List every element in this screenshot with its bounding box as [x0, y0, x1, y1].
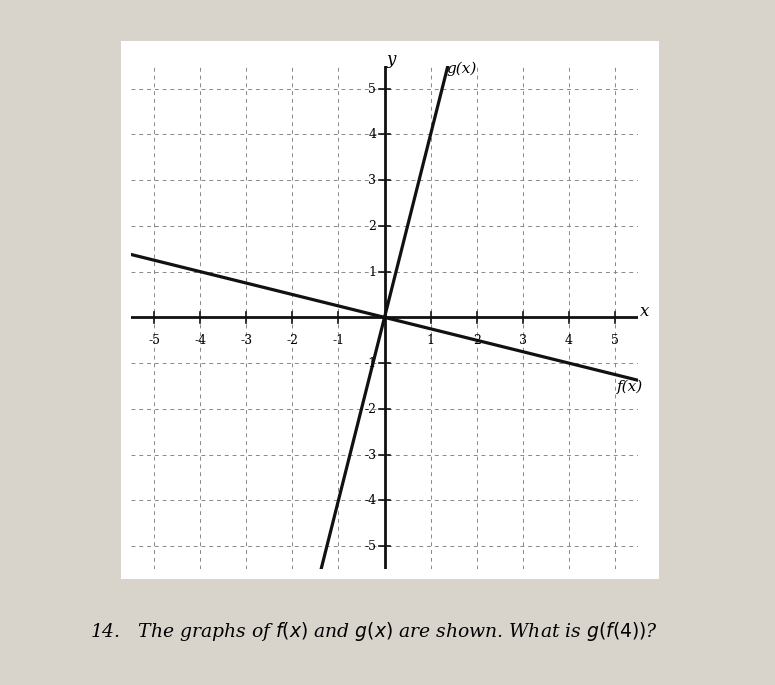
Text: 14.   The graphs of $f(x)$ and $g(x)$ are shown. What is $g(f(4))$?: 14. The graphs of $f(x)$ and $g(x)$ are … — [90, 620, 658, 643]
